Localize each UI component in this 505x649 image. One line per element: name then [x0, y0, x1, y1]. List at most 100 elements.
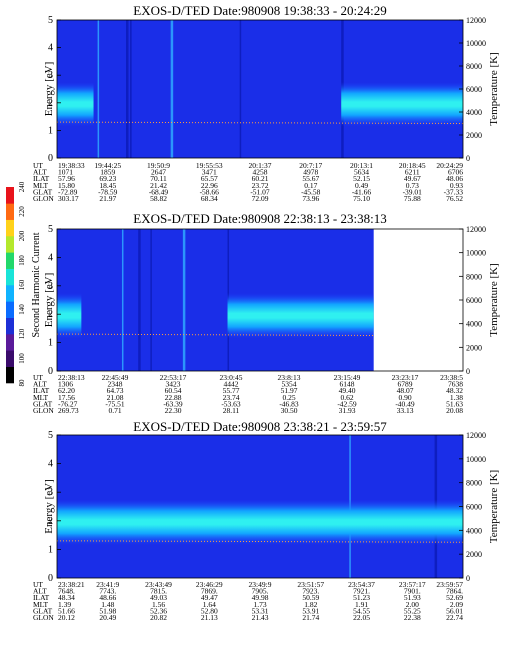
- orbit-row-label: UT: [33, 373, 43, 382]
- y2-axis-label: Temperature [K]: [488, 52, 500, 125]
- orbit-cell: 6148: [340, 380, 355, 389]
- colorbar-swatch: [6, 187, 14, 204]
- y-tick-label: 5: [48, 430, 53, 441]
- orbit-cell: 57.96: [58, 174, 75, 183]
- y-tick-label: 0: [48, 366, 53, 377]
- orbit-cell: 23:8:13: [278, 373, 301, 382]
- orbit-cell: 303.17: [58, 194, 79, 203]
- orbit-cell: 21.97: [99, 194, 116, 203]
- orbit-cell: 5634: [354, 168, 369, 177]
- orbit-cell: 1.82: [304, 600, 317, 609]
- colorbar-tick-label: 80: [18, 379, 26, 387]
- orbit-row-label: UT: [33, 580, 43, 589]
- orbit-cell: -51.07: [250, 187, 270, 196]
- orbit-cell: 50.59: [302, 593, 319, 602]
- orbit-cell: 22.88: [165, 393, 182, 402]
- orbit-cell: 51.93: [404, 593, 421, 602]
- orbit-cell: 1859: [100, 168, 115, 177]
- orbit-cell: 4258: [253, 168, 268, 177]
- orbit-cell: 49.03: [150, 593, 167, 602]
- y-tick-label: 0: [48, 153, 53, 164]
- orbit-cell: 22.30: [165, 406, 182, 415]
- orbit-cell: 1306: [58, 380, 73, 389]
- y-tick-label: 5: [48, 224, 53, 235]
- orbit-cell: 23:51:57: [297, 580, 324, 589]
- orbit-cell: 7901.: [404, 587, 421, 596]
- orbit-cell: 55.77: [223, 386, 240, 395]
- orbit-cell: 20:13:1: [350, 161, 373, 170]
- orbit-cell: 1.38: [450, 393, 463, 402]
- orbit-cell: 52.36: [150, 606, 167, 615]
- orbit-cell: 1071: [58, 168, 73, 177]
- y2-tick-label: 12000: [466, 16, 486, 25]
- orbit-cell: 22:53:17: [160, 373, 187, 382]
- orbit-cell: 1.73: [253, 600, 266, 609]
- orbit-cell: 17.56: [58, 393, 75, 402]
- orbit-cell: 49.47: [201, 593, 218, 602]
- colorbar-tick-label: 100: [18, 353, 26, 364]
- orbit-cell: 20.12: [58, 613, 75, 622]
- orbit-cell: 65.57: [201, 174, 218, 183]
- orbit-cell: 75.10: [353, 194, 370, 203]
- y2-tick-label: 4000: [466, 526, 482, 535]
- orbit-cell: 20:24:29: [436, 161, 463, 170]
- y-tick-label: 4: [48, 459, 53, 470]
- orbit-cell: 20:7:17: [299, 161, 322, 170]
- y-tick-label: 2: [48, 98, 53, 109]
- orbit-cell: 75.88: [404, 194, 421, 203]
- colorbar-label: Second Harmonic Current: [31, 232, 42, 337]
- y2-tick-label: 4000: [466, 108, 482, 117]
- orbit-cell: 19:55:53: [196, 161, 223, 170]
- orbit-cell: -41.66: [352, 187, 372, 196]
- panel-title: EXOS-D/TED Date:980908 22:38:13 - 23:38:…: [133, 211, 386, 226]
- y2-tick-label: 12000: [466, 225, 486, 234]
- vertical-streak: [182, 229, 186, 371]
- y2-axis-label: Temperature [K]: [488, 470, 500, 543]
- orbit-cell: 0.93: [450, 181, 463, 190]
- orbit-cell: 7743.: [99, 587, 116, 596]
- orbit-cell: 0.62: [340, 393, 353, 402]
- orbit-row-label: MLT: [33, 181, 49, 190]
- orbit-cell: 70.11: [150, 174, 167, 183]
- y2-tick-label: 6000: [466, 503, 482, 512]
- orbit-cell: 15.80: [58, 181, 75, 190]
- orbit-cell: 48.34: [58, 593, 75, 602]
- y2-tick-label: 8000: [466, 479, 482, 488]
- orbit-cell: 7815.: [150, 587, 167, 596]
- orbit-cell: 20:1:37: [249, 161, 272, 170]
- orbit-cell: 23:54:37: [348, 580, 375, 589]
- orbit-row-label: ALT: [33, 168, 47, 177]
- orbit-cell: 0.71: [108, 406, 121, 415]
- orbit-cell: 23:43:49: [145, 580, 172, 589]
- orbit-cell: -40.49: [395, 399, 415, 408]
- orbit-cell: 1.64: [203, 600, 216, 609]
- orbit-row-label: GLON: [33, 613, 54, 622]
- orbit-cell: 20:18:45: [399, 161, 426, 170]
- orbit-cell: 69.23: [99, 174, 116, 183]
- orbit-cell: 6706: [448, 168, 463, 177]
- orbit-cell: 21.42: [150, 181, 167, 190]
- y2-tick-label: 12000: [466, 431, 486, 440]
- orbit-cell: 48.66: [99, 593, 116, 602]
- orbit-cell: 23:49:9: [249, 580, 272, 589]
- colorbar: 80 100 120 140 160 180 200 220 240 Second Harmoni…: [6, 181, 42, 387]
- orbit-cell: 28.11: [223, 406, 240, 415]
- orbit-cell: -42.59: [337, 399, 357, 408]
- orbit-cell: 20.49: [99, 613, 116, 622]
- y-tick-label: 3: [48, 70, 53, 81]
- y-axis-label: Energy [eV]: [43, 479, 55, 533]
- orbit-cell: 18.45: [99, 181, 116, 190]
- orbit-cell: 19:38:33: [58, 161, 85, 170]
- orbit-cell: 2.00: [406, 600, 419, 609]
- y-tick-label: 4: [48, 252, 53, 263]
- orbit-cell: 1.48: [101, 600, 114, 609]
- panel-1: EXOS-D/TED Date:980908 19:38:33 - 20:24:…: [33, 3, 500, 203]
- orbit-cell: 23:38:21: [58, 580, 85, 589]
- y-tick-label: 4: [48, 43, 53, 54]
- orbit-cell: 58.82: [150, 194, 167, 203]
- orbit-cell: 56.01: [446, 606, 463, 615]
- orbit-cell: 7923.: [302, 587, 319, 596]
- orbit-cell: 30.50: [281, 406, 298, 415]
- orbit-cell: 20.82: [150, 613, 167, 622]
